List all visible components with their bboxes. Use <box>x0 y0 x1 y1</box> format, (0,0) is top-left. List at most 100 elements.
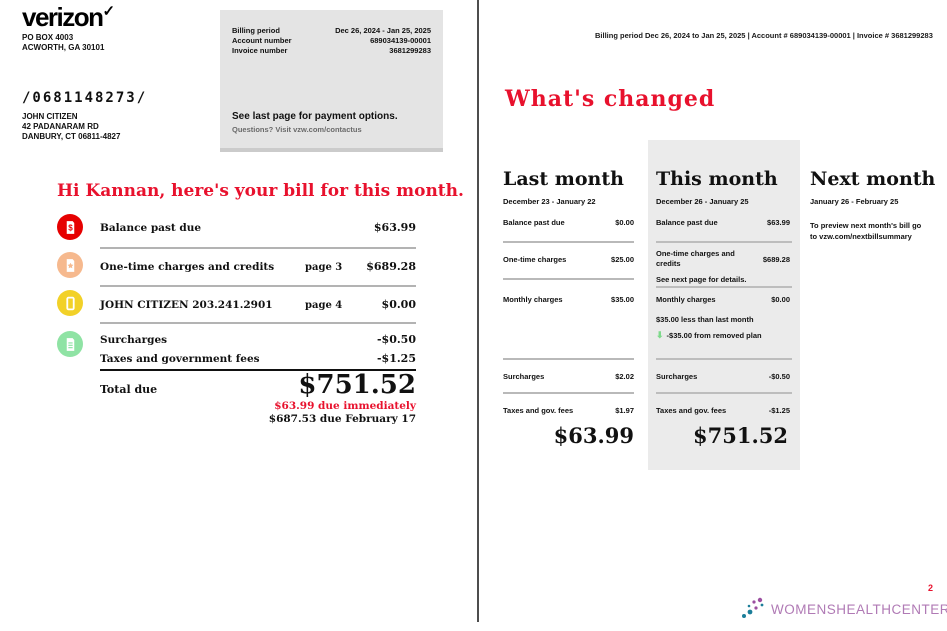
svg-text:$: $ <box>68 223 73 232</box>
billing-period-header: Billing period Dec 26, 2024 to Jan 25, 2… <box>595 31 933 40</box>
greeting-headline: Hi Kannan, here's your bill for this mon… <box>57 181 464 201</box>
row-label: Monthly charges <box>503 295 563 304</box>
verizon-checkmark-icon: ✓ <box>102 3 116 20</box>
row-label: One-time charges and credits <box>656 249 735 268</box>
this-month-date-range: December 26 - January 25 <box>656 197 749 206</box>
summary-row-page-ref[interactable]: page 3 <box>305 262 343 273</box>
invoice-number-label: Invoice number <box>232 46 288 55</box>
due-immediately-note: $63.99 due immediately <box>274 400 416 412</box>
this-month-row: Surcharges -$0.50 <box>656 372 790 382</box>
footer: WOMENSHEALTHCENTER.ORG 2 <box>741 583 947 624</box>
summary-row-amount: $689.28 <box>366 260 416 273</box>
account-number-value: 689034139-00001 <box>370 36 431 45</box>
one-time-charges-icon <box>57 252 83 278</box>
dots-swoosh-icon <box>742 597 764 618</box>
billing-info-box: Billing period Dec 26, 2024 - Jan 25, 20… <box>220 10 443 152</box>
column-divider <box>503 358 634 360</box>
phone-line-icon <box>57 290 83 316</box>
recipient-address: JOHN CITIZEN 42 PADANARAM RD DANBURY, CT… <box>22 112 120 142</box>
billing-period-row: Billing period Dec 26, 2024 - Jan 25, 20… <box>232 26 431 36</box>
removed-plan-text: -$35.00 from removed plan <box>666 331 762 340</box>
payment-options-note: See last page for payment options. <box>232 111 398 122</box>
row-label: Surcharges <box>656 372 698 381</box>
row-label: Taxes and gov. fees <box>656 406 727 415</box>
verizon-logo: verizon✓ <box>22 2 115 33</box>
column-divider <box>656 392 792 394</box>
column-divider <box>656 241 792 243</box>
row-label: Taxes and gov. fees <box>503 406 574 415</box>
row-amount: $63.99 <box>767 218 790 227</box>
summary-row-label: Balance past due <box>100 222 202 234</box>
summary-row-label: JOHN CITIZEN 203.241.2901 <box>100 299 273 311</box>
footer-site-name[interactable]: WOMENSHEALTHCENTER. <box>771 601 947 617</box>
row-divider <box>100 247 416 249</box>
past-due-bill-icon: $ <box>57 214 83 240</box>
account-number-row: Account number 689034139-00001 <box>232 36 431 46</box>
next-month-title: Next month <box>810 168 936 190</box>
recipient-city: DANBURY, CT 06811-4827 <box>22 132 121 141</box>
row-amount: $0.00 <box>615 218 634 227</box>
row-amount: $35.00 <box>611 295 634 304</box>
page-number: 2 <box>927 583 933 593</box>
row-amount: $689.28 <box>762 255 790 264</box>
last-month-column: Last month December 23 - January 22 Bala… <box>503 140 636 470</box>
monthly-change-note: $35.00 less than last month <box>656 315 754 324</box>
summary-row-label: One-time charges and credits <box>100 261 275 273</box>
row-label: Balance past due <box>503 218 565 227</box>
last-month-row: One-time charges $25.00 <box>503 255 634 265</box>
page-divider <box>477 0 479 622</box>
invoice-number-row: Invoice number 3681299283 <box>232 46 431 56</box>
total-divider <box>100 369 416 371</box>
surcharges-label: Surcharges <box>100 334 168 346</box>
row-label: One-time charges <box>503 255 567 264</box>
row-divider <box>100 322 416 324</box>
total-due-label: Total due <box>100 383 158 396</box>
last-month-row: Balance past due $0.00 <box>503 218 634 228</box>
preview-note-link[interactable]: to vzw.com/nextbillsummary <box>810 232 912 241</box>
taxes-label: Taxes and government fees <box>100 353 260 365</box>
column-divider <box>503 241 634 243</box>
column-divider <box>503 278 634 280</box>
this-month-row: One-time charges and credits $689.28 <box>656 249 790 269</box>
row-amount: -$0.50 <box>768 372 790 381</box>
account-number-label: Account number <box>232 36 292 45</box>
column-divider <box>656 358 792 360</box>
last-month-row: Taxes and gov. fees $1.97 <box>503 406 634 416</box>
row-label: Surcharges <box>503 372 545 381</box>
sender-address: PO BOX 4003 ACWORTH, GA 30101 <box>22 33 104 53</box>
summary-row-amount: $63.99 <box>373 221 416 234</box>
this-month-column: This month December 26 - January 25 Bala… <box>648 140 800 470</box>
bill-summary: $ Balance past due $63.99 One-time charg… <box>57 210 416 430</box>
next-month-date-range: January 26 - February 25 <box>810 197 899 206</box>
last-month-date-range: December 23 - January 22 <box>503 197 596 206</box>
row-amount: $1.97 <box>615 406 634 415</box>
row-amount: $25.00 <box>611 255 634 264</box>
questions-link[interactable]: Questions? Visit vzw.com/contactus <box>232 125 362 134</box>
billing-info-rows: Billing period Dec 26, 2024 - Jan 25, 20… <box>232 26 431 56</box>
this-month-row: Balance past due $63.99 <box>656 218 790 228</box>
recipient-name: JOHN CITIZEN <box>22 112 78 121</box>
last-month-title: Last month <box>503 168 624 190</box>
decrease-arrow-icon: ⬇ <box>656 330 664 340</box>
column-divider <box>656 286 792 288</box>
row-divider <box>100 285 416 287</box>
brand-name: verizon <box>22 2 104 32</box>
footer-logo: WOMENSHEALTHCENTER.ORG <box>741 596 947 622</box>
billing-period-value: Dec 26, 2024 - Jan 25, 2025 <box>335 26 431 35</box>
sender-line1: PO BOX 4003 <box>22 33 74 42</box>
last-month-row: Monthly charges $35.00 <box>503 295 634 305</box>
routing-code: /0681148273/ <box>22 90 148 106</box>
surcharges-amount: -$0.50 <box>376 333 416 346</box>
fees-document-icon <box>57 331 83 357</box>
total-due-amount: $751.52 <box>298 370 416 400</box>
due-later-note: $687.53 due February 17 <box>268 413 416 425</box>
this-month-title: This month <box>656 168 778 190</box>
this-month-row: Monthly charges $0.00 <box>656 295 790 305</box>
last-month-row: Surcharges $2.02 <box>503 372 634 382</box>
summary-row-page-ref[interactable]: page 4 <box>305 300 343 311</box>
billing-period-label: Billing period <box>232 26 280 35</box>
this-month-row: Taxes and gov. fees -$1.25 <box>656 406 790 416</box>
row-amount: $2.02 <box>615 372 634 381</box>
preview-note-line1: To preview next month's bill go <box>810 221 922 230</box>
